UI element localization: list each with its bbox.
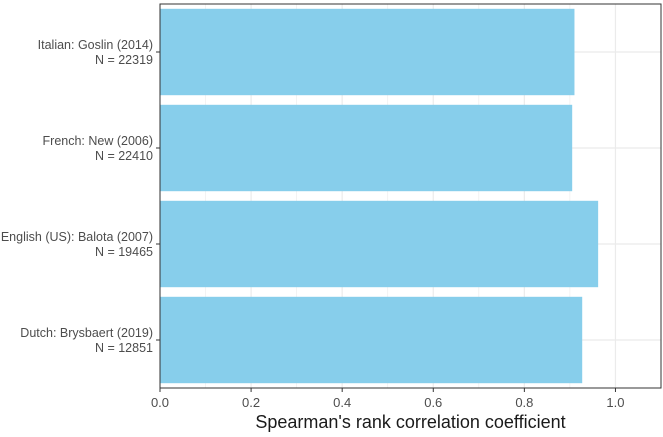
x-tick-label: 0.2: [242, 395, 260, 410]
x-tick-label: 0.0: [151, 395, 169, 410]
y-tick-label: French: New (2006) N = 22410: [43, 134, 154, 163]
bar: [160, 296, 583, 384]
category-n: N = 22410: [95, 149, 153, 163]
y-tick-label: English (US): Balota (2007) N = 19465: [1, 230, 153, 259]
y-axis: Italian: Goslin (2014) N = 22319 French: N…: [1, 38, 160, 355]
category-n: N = 12851: [95, 341, 153, 355]
bar: [160, 8, 575, 96]
bar: [160, 104, 573, 192]
panel-border: [159, 3, 662, 389]
category-n: N = 19465: [95, 245, 153, 259]
category-n: N = 22319: [95, 53, 153, 67]
x-tick-label: 1.0: [606, 395, 624, 410]
category-name: French: New (2006): [43, 134, 153, 148]
x-axis-title: Spearman's rank correlation coefficient: [255, 412, 565, 432]
y-tick-label: Italian: Goslin (2014) N = 22319: [38, 38, 153, 67]
x-tick-label: 0.8: [515, 395, 533, 410]
x-tick-label: 0.4: [333, 395, 351, 410]
x-axis: 0.0 0.2 0.4 0.6 0.8 1.0: [151, 388, 624, 410]
bars-layer: [160, 8, 599, 384]
x-tick-label: 0.6: [424, 395, 442, 410]
category-name: Dutch: Brysbaert (2019): [20, 326, 153, 340]
y-tick-label: Dutch: Brysbaert (2019) N = 12851: [20, 326, 153, 355]
bar: [160, 200, 599, 288]
category-name: Italian: Goslin (2014): [38, 38, 153, 52]
category-name: English (US): Balota (2007): [1, 230, 153, 244]
